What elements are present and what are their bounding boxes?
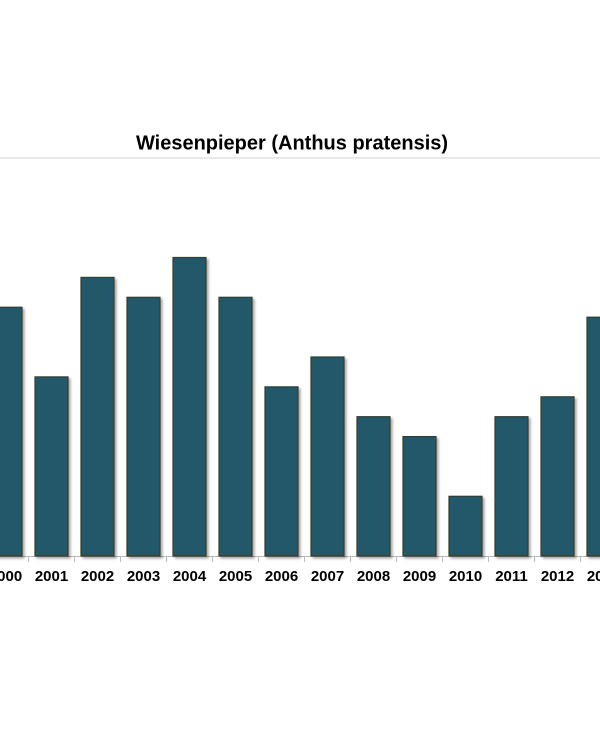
bar bbox=[540, 396, 575, 557]
bar bbox=[218, 296, 253, 557]
bar bbox=[494, 416, 529, 557]
bar bbox=[310, 356, 345, 557]
x-tick-label: 2010 bbox=[449, 568, 482, 585]
x-tick-label: 2002 bbox=[81, 568, 114, 585]
x-tick-label: 2009 bbox=[403, 568, 436, 585]
bar bbox=[264, 386, 299, 557]
x-tick-label: 2001 bbox=[35, 568, 68, 585]
bar bbox=[34, 376, 69, 557]
bar bbox=[402, 436, 437, 557]
bar bbox=[586, 316, 600, 557]
bar bbox=[126, 296, 161, 557]
bar bbox=[356, 416, 391, 557]
bar bbox=[80, 276, 115, 557]
x-tick-label: 2011 bbox=[495, 568, 528, 585]
bar bbox=[0, 306, 23, 557]
chart-title: Wiesenpieper (Anthus pratensis) bbox=[136, 132, 448, 154]
bar bbox=[172, 256, 207, 557]
x-tick-label: 2003 bbox=[127, 568, 160, 585]
x-tick-label: 2006 bbox=[265, 568, 298, 585]
x-tick-label: 2012 bbox=[541, 568, 574, 585]
x-tick-label: 2008 bbox=[357, 568, 390, 585]
bar bbox=[448, 495, 483, 557]
x-tick-label: 2005 bbox=[219, 568, 252, 585]
x-tick-label: 2007 bbox=[311, 568, 344, 585]
x-tick-label: 2013 bbox=[587, 568, 600, 585]
x-tick-label: 2000 bbox=[0, 568, 22, 585]
x-tick-label: 2004 bbox=[173, 568, 207, 585]
